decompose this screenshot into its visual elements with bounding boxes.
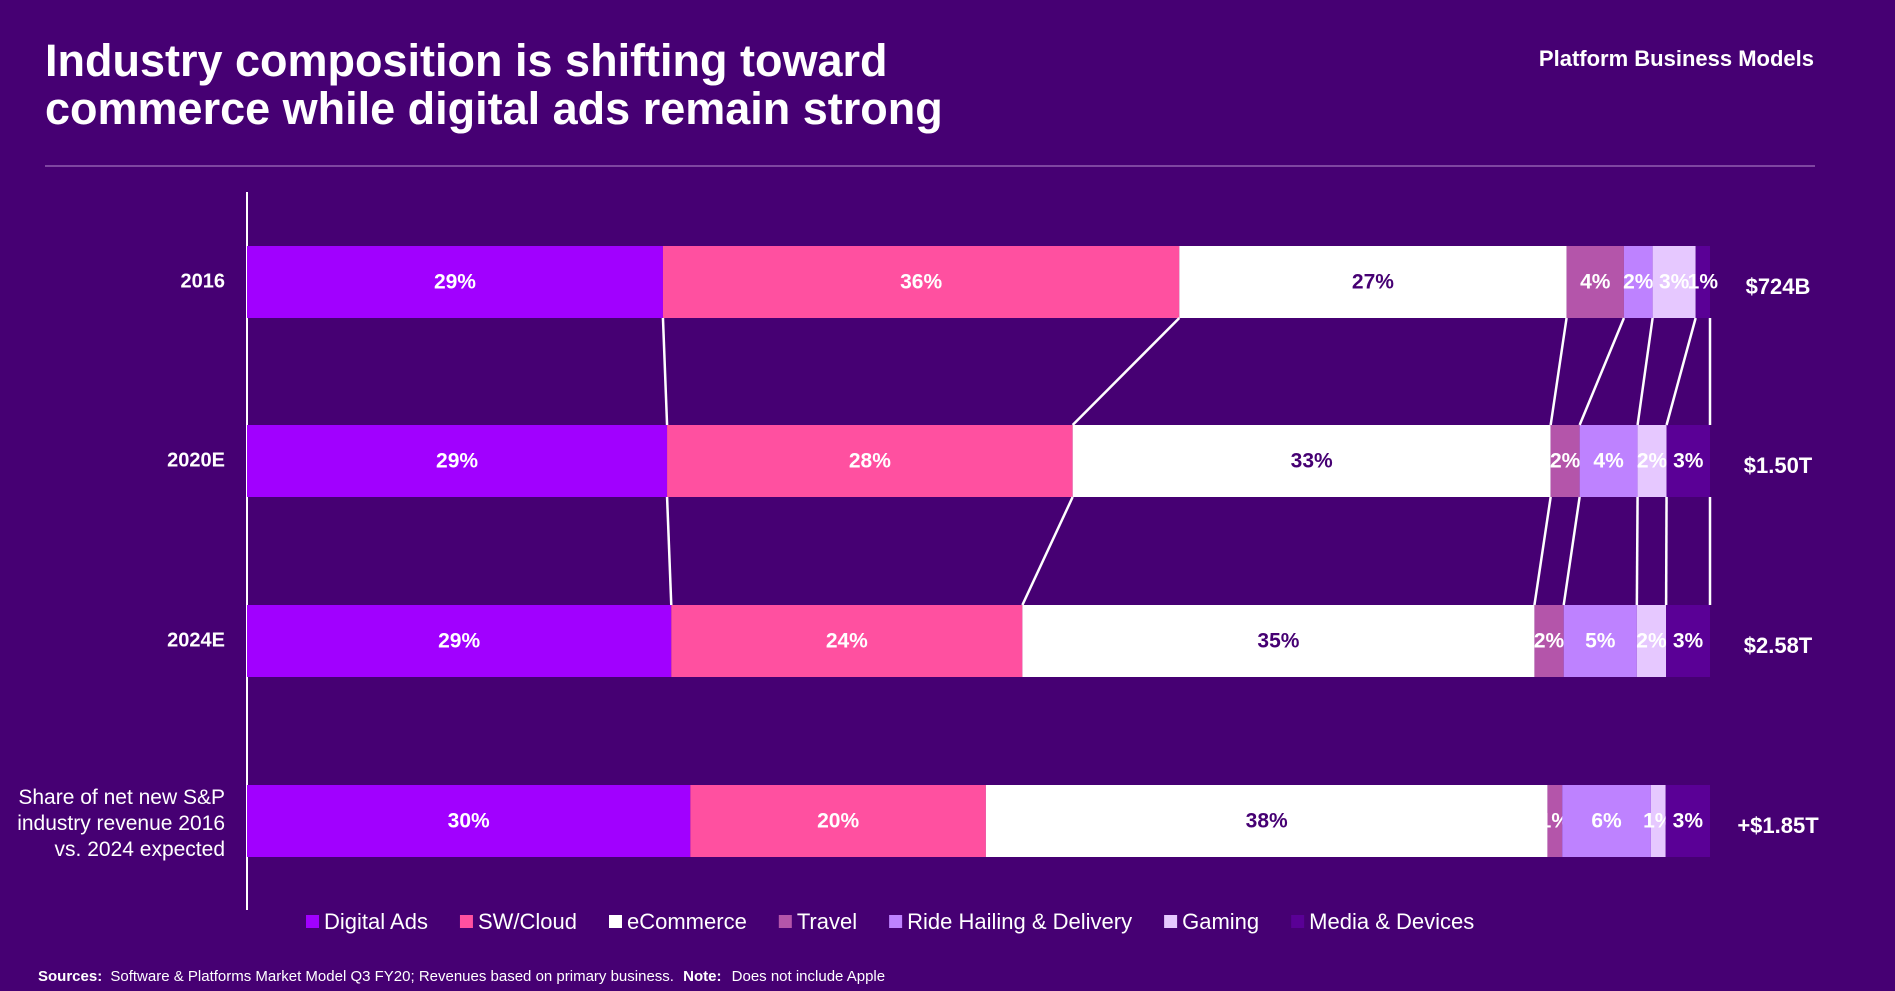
bar-segment xyxy=(247,785,691,857)
legend-swatch xyxy=(609,915,622,928)
total-label: $1.50T xyxy=(1744,453,1813,478)
legend-label: SW/Cloud xyxy=(478,909,577,934)
bar-segment xyxy=(1650,785,1666,857)
value-label: 2% xyxy=(1636,630,1667,653)
value-label: 4% xyxy=(1593,450,1624,473)
bar-segment xyxy=(671,605,1023,677)
value-label: 4% xyxy=(1580,271,1611,294)
bar-segment xyxy=(1566,246,1624,318)
value-label: 1% xyxy=(1688,271,1719,294)
value-label: 36% xyxy=(900,271,942,294)
bar-segment xyxy=(247,605,672,677)
connector xyxy=(1635,496,1639,606)
bar-segment xyxy=(1022,605,1535,677)
value-label: 2% xyxy=(1550,450,1581,473)
category-label: 2020E xyxy=(167,449,225,471)
bar-segment xyxy=(662,246,1180,318)
legend-swatch xyxy=(1291,915,1305,928)
category-label: 2024E xyxy=(167,629,225,651)
bar-segment xyxy=(1695,246,1710,318)
category-label: Share of net new S&P industry revenue 20… xyxy=(17,786,225,861)
connector xyxy=(1665,317,1697,426)
legend-label: Media & Devices xyxy=(1309,909,1474,934)
value-label: 38% xyxy=(1246,810,1288,833)
bar-segment xyxy=(1547,785,1563,857)
bar-segment xyxy=(667,425,1073,497)
value-label: 3% xyxy=(1673,450,1704,473)
bar-segment xyxy=(247,246,663,318)
bar-segment xyxy=(1579,425,1638,497)
value-label: 29% xyxy=(438,630,480,653)
legend-label: Ride Hailing & Delivery xyxy=(907,909,1132,934)
note-label: Note: xyxy=(683,968,721,985)
legend-swatch xyxy=(459,915,473,928)
bar-segment xyxy=(1636,605,1667,677)
note-text: Does not include Apple xyxy=(732,968,885,985)
bar-segment xyxy=(1562,785,1651,857)
connector xyxy=(1549,317,1568,426)
connector xyxy=(1533,496,1552,606)
value-label: 30% xyxy=(448,810,490,833)
legend-swatch xyxy=(306,915,319,928)
header-right: Platform Business Models xyxy=(1539,46,1814,71)
connector xyxy=(1578,317,1626,426)
sources-text: Software & Platforms Market Model Q3 FY2… xyxy=(110,968,674,985)
bar-segment xyxy=(1623,246,1653,318)
total-label: $724B xyxy=(1746,274,1811,299)
bar-segment xyxy=(1534,605,1564,677)
connector xyxy=(1562,496,1581,606)
title-line: Industry composition is shifting toward xyxy=(45,35,888,86)
legend-swatch xyxy=(778,915,792,928)
total-label: $2.58T xyxy=(1744,633,1813,658)
bar-segment xyxy=(1665,785,1710,857)
legend-swatch xyxy=(889,915,903,928)
value-label: 2% xyxy=(1623,271,1654,294)
bar-segment xyxy=(1072,425,1551,497)
value-label: 3% xyxy=(1673,810,1704,833)
value-label: 2% xyxy=(1534,630,1565,653)
legend-label: Gaming xyxy=(1182,909,1259,934)
connector xyxy=(1636,317,1654,426)
value-label: 33% xyxy=(1291,450,1333,473)
bar-segment xyxy=(1666,605,1710,677)
value-label: 3% xyxy=(1673,630,1704,653)
bar-segment xyxy=(247,425,668,497)
category-label: 2016 xyxy=(181,270,226,292)
value-label: 29% xyxy=(434,271,476,294)
connector xyxy=(1071,317,1181,426)
value-label: 28% xyxy=(849,450,891,473)
bar-segment xyxy=(985,785,1548,857)
bar-segment xyxy=(1652,246,1696,318)
bar-segment xyxy=(1550,425,1580,497)
chart-title: Industry composition is shifting toward c… xyxy=(45,35,943,134)
value-label: 24% xyxy=(826,630,868,653)
value-label: 5% xyxy=(1585,630,1616,653)
title-line: commerce while digital ads remain strong xyxy=(45,83,943,134)
value-label: 29% xyxy=(436,450,478,473)
bar-segment xyxy=(1637,425,1667,497)
value-label: 35% xyxy=(1257,630,1299,653)
connector xyxy=(661,317,669,426)
value-label: 27% xyxy=(1352,271,1394,294)
value-label: 6% xyxy=(1591,810,1622,833)
sources-label: Sources: xyxy=(38,968,102,985)
total-label: +$1.85T xyxy=(1737,813,1819,838)
legend-swatch xyxy=(1164,915,1178,928)
bar-segment xyxy=(1179,246,1567,318)
legend-label: Digital Ads xyxy=(324,909,428,934)
connector xyxy=(1021,496,1074,606)
bar-segment xyxy=(690,785,986,857)
value-label: 2% xyxy=(1637,450,1668,473)
bar-segment xyxy=(1666,425,1710,497)
legend-label: eCommerce xyxy=(627,909,747,934)
value-label: 20% xyxy=(817,810,859,833)
footer: Sources: Software & Platforms Market Mod… xyxy=(38,968,885,985)
connector xyxy=(665,496,673,606)
legend-label: Travel xyxy=(797,909,857,934)
value-label: 3% xyxy=(1659,271,1690,294)
bar-segment xyxy=(1563,605,1637,677)
